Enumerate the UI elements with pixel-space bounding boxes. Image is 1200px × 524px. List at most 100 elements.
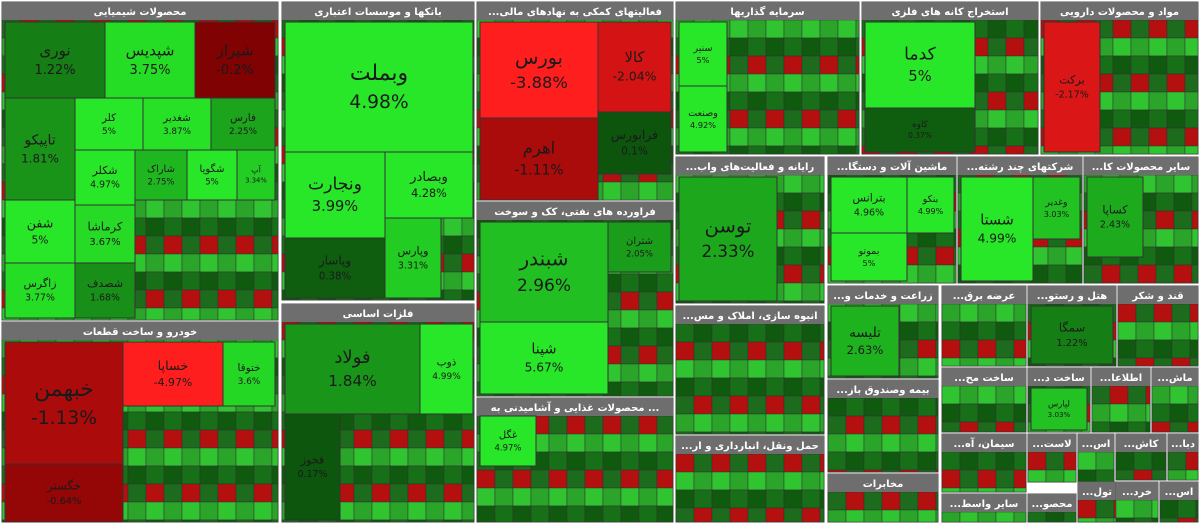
filler-tile — [602, 181, 622, 201]
filler-tile — [941, 385, 961, 405]
tile-name: وبملت — [350, 61, 408, 86]
filler-tile — [899, 321, 919, 341]
tile-change: 0.37% — [908, 131, 932, 140]
filler-tile — [271, 447, 279, 467]
filler-tile — [783, 323, 803, 343]
filler-tile — [977, 451, 997, 471]
filler-tile — [917, 415, 937, 435]
filler-tile — [941, 339, 961, 359]
filler-tile — [181, 447, 201, 467]
filler-tile — [235, 411, 255, 431]
filler-tile — [127, 465, 147, 485]
filler-tile — [819, 377, 825, 397]
filler-tile — [881, 491, 901, 511]
sector-header — [1041, 2, 1198, 20]
filler-tile — [235, 271, 255, 291]
sector-header — [1116, 482, 1158, 500]
filler-tile — [729, 19, 749, 39]
filler-tile — [1027, 469, 1047, 483]
sector-header — [958, 157, 1082, 175]
sector-header — [2, 2, 278, 20]
filler-tile — [271, 199, 279, 219]
tile-change: 3.75% — [129, 63, 170, 78]
filler-tile — [747, 145, 767, 155]
filler-tile — [494, 487, 514, 507]
filler-tile — [371, 429, 391, 449]
tile-change: 3.6% — [238, 377, 260, 387]
filler-tile — [656, 469, 674, 489]
filler-tile — [845, 415, 865, 435]
sector-header — [828, 157, 956, 175]
filler-tile — [935, 246, 955, 266]
tile-change: -0.2% — [216, 63, 253, 78]
filler-tile — [935, 303, 939, 323]
filler-tile — [271, 501, 279, 521]
tile — [4, 463, 124, 523]
filler-tile — [127, 501, 147, 521]
filler-tile — [1159, 499, 1179, 519]
filler-tile — [1112, 91, 1132, 111]
filler-tile — [837, 55, 857, 75]
filler-tile — [1151, 451, 1167, 471]
sector-header — [1084, 157, 1198, 175]
filler-tile — [783, 282, 803, 302]
filler-tile — [548, 451, 568, 471]
filler-tile — [729, 377, 749, 397]
filler-tile — [638, 433, 658, 453]
sector-header — [942, 494, 1026, 512]
filler-tile — [217, 501, 237, 521]
filler-tile — [935, 321, 939, 341]
tile-name: شیراز — [215, 41, 253, 59]
filler-tile — [1063, 511, 1077, 523]
filler-tile — [855, 145, 860, 155]
filler-tile — [935, 469, 939, 473]
filler-tile — [1171, 357, 1191, 367]
filler-tile — [675, 507, 695, 523]
filler-tile — [235, 519, 255, 523]
filler-tile — [995, 469, 1015, 489]
tile — [678, 85, 728, 153]
sector-title: ...سایر واسط — [950, 499, 1019, 510]
filler-tile — [1155, 246, 1175, 266]
filler-tile — [461, 235, 475, 255]
filler-tile — [819, 210, 825, 230]
filler-tile — [995, 403, 1015, 423]
filler-tile — [1109, 385, 1129, 405]
filler-tile — [941, 511, 961, 523]
filler-tile — [827, 509, 847, 523]
filler-tile — [389, 483, 409, 503]
filler-tile — [235, 289, 255, 309]
tile-name: آپ — [251, 165, 262, 175]
filler-tile — [1013, 451, 1027, 471]
tile — [74, 204, 136, 264]
filler-tile — [995, 421, 1015, 433]
tile — [678, 176, 778, 302]
filler-tile — [1135, 339, 1155, 359]
filler-tile — [995, 321, 1015, 341]
filler-tile — [855, 37, 860, 57]
tile — [74, 262, 136, 319]
filler-tile — [917, 509, 937, 523]
filler-tile — [987, 145, 1007, 155]
filler-tile — [407, 465, 427, 485]
filler-tile — [801, 91, 821, 111]
filler-tile — [783, 377, 803, 397]
filler-tile — [1184, 19, 1199, 39]
tile-name: شپدیس — [126, 41, 175, 60]
filler-tile — [1077, 451, 1097, 471]
sector-header — [676, 157, 824, 175]
filler-tile — [461, 271, 475, 291]
filler-tile — [217, 307, 237, 321]
filler-tile — [819, 413, 825, 433]
filler-tile — [1112, 127, 1132, 147]
filler-tile — [443, 501, 463, 521]
filler-tile — [1148, 55, 1168, 75]
filler-tile — [1047, 264, 1067, 284]
filler-tile — [353, 411, 373, 431]
filler-tile — [711, 359, 731, 379]
filler-tile — [271, 217, 279, 237]
filler-tile — [1130, 73, 1150, 93]
sector-title: استخراج کانه های فلزی — [891, 7, 1008, 18]
filler-tile — [693, 395, 713, 415]
tile — [104, 21, 196, 99]
